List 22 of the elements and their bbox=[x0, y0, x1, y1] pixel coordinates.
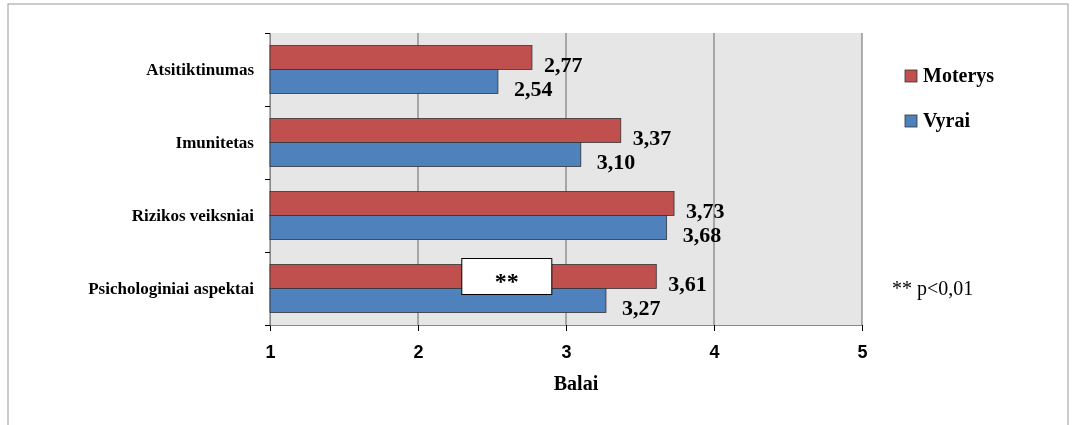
data-label: 2,77 bbox=[543, 51, 583, 77]
y-tick-label: Imunitetas bbox=[175, 132, 255, 152]
x-tick-label: 1 bbox=[265, 341, 276, 362]
y-tick-label: Rizikos veiksniai bbox=[131, 205, 255, 225]
y-tick-label: Atsitiktinumas bbox=[146, 59, 255, 79]
x-tick-label: 5 bbox=[857, 341, 868, 362]
x-tick-label: 4 bbox=[709, 341, 720, 362]
annotation: ** bbox=[494, 267, 519, 294]
data-label: 3,10 bbox=[596, 148, 636, 174]
text: ** p<0,01 bbox=[892, 277, 974, 300]
data-label: 3,73 bbox=[686, 197, 725, 223]
data-label: 3,68 bbox=[682, 221, 722, 247]
y-tick-label: Psichologiniai aspektai bbox=[88, 278, 255, 298]
data-label: 2,54 bbox=[513, 75, 553, 101]
data-label: 3,61 bbox=[668, 270, 707, 296]
data-label: 3,27 bbox=[621, 294, 661, 320]
x-tick-label: 2 bbox=[413, 341, 424, 362]
data-label: 3,37 bbox=[632, 124, 672, 150]
x-tick-label: 3 bbox=[561, 341, 572, 362]
legend-label: Moterys bbox=[923, 64, 995, 87]
x-axis-title: Balai bbox=[553, 372, 599, 394]
legend-label: Vyrai bbox=[923, 109, 971, 132]
